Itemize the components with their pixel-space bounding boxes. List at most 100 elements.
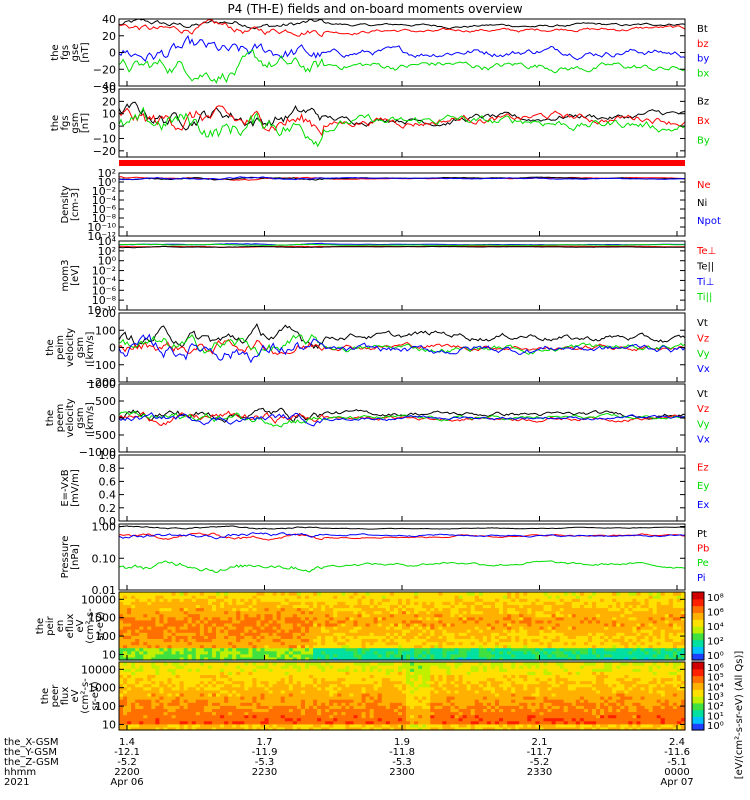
heatmap-cell [669,592,674,596]
y-tick-label: 0.6 [99,475,117,488]
heatmap-cell [471,592,476,596]
heatmap-cell [240,592,245,596]
y-axis-label: the peir en eflux eV (cm²-s-sr-eV) [35,608,106,644]
heatmap-cell [252,662,257,666]
heatmap-cell [386,592,391,596]
colorbar-tick-label: 10⁶ [707,608,724,619]
heatmap-cell [354,592,359,596]
heatmap-cell [632,592,637,596]
y-axis-label-line: [nT] [80,42,91,62]
heatmap-cell [200,662,205,666]
heatmap-cell [155,662,160,666]
heatmap-cell [248,592,253,596]
heatmap-cell [293,662,298,666]
legend-label-Pb: Pb [697,543,709,554]
heatmap-cell [572,592,577,596]
legend-label-Te||: Te|| [696,262,714,273]
legend-label-Pi: Pi [697,573,706,584]
heatmap-cell [265,592,270,596]
y-axis-label-line: [cm-3] [70,188,81,221]
heatmap-cell [358,662,363,666]
heatmap-cell [382,592,387,596]
heatmap-cell [358,592,363,596]
heatmap-cell [455,592,460,596]
heatmap-cell [192,662,197,666]
heatmap-cell [374,592,379,596]
y-tick-label: 0 [109,47,116,60]
heatmap-cell [236,662,241,666]
heatmap-cell [164,592,169,596]
heatmap-cell [212,592,217,596]
heatmap-cell [196,662,201,666]
heatmap-cell [527,592,532,596]
heatmap-cell [366,662,371,666]
heatmap-cell [317,662,322,666]
heatmap-cell [438,592,443,596]
heatmap-cell [164,662,169,666]
legend-label-Bx: Bx [697,116,710,127]
heatmap-cell [430,592,435,596]
heatmap-cell [479,592,484,596]
y-tick-label: 10000 [81,593,116,606]
legend-label-Te⊥: Te⊥ [696,246,716,257]
legend-label-Pt: Pt [697,529,707,540]
series-line-bx [119,50,685,83]
heatmap-cell [345,592,350,596]
heatmap-cell [434,592,439,596]
legend-label-Vy: Vy [697,349,710,360]
y-axis-label-line: [nT] [80,113,91,133]
heatmap-cell [277,662,282,666]
heatmap-cell [305,662,310,666]
heatmap-cell [374,662,379,666]
legend-label-Vy: Vy [697,419,710,430]
heatmap-cell [584,592,589,596]
series-line-by [119,36,685,61]
heatmap-cell [257,662,262,666]
legend-label-Ti||: Ti|| [696,292,712,303]
heatmap-cell [535,592,540,596]
heatmap-cell [624,592,629,596]
legend-label-bx: bx [697,69,709,80]
heatmap-cell [176,592,181,596]
panel-frame [119,455,685,521]
legend-label-Vt: Vt [697,318,708,329]
heatmap-cell [414,592,419,596]
heatmap-cell [188,592,193,596]
legend-label-Bz: Bz [697,97,709,108]
heatmap-cell [349,662,354,666]
heatmap-cell [515,592,520,596]
y-tick-label: 30 [102,83,116,96]
heatmap-cell [285,662,290,666]
heatmap-cell [151,662,156,666]
y-tick-label: 20 [102,95,116,108]
heatmap-cell [127,662,132,666]
heatmap-cell [451,592,456,596]
heatmap-cell [519,592,524,596]
heatmap-cell [649,592,654,596]
heatmap-cell [131,662,136,666]
heatmap-cell [390,662,395,666]
heatmap-cell [155,592,160,596]
heatmap-cell [273,662,278,666]
y-axis-label-line: [km/s] [85,331,96,363]
y-tick-label: 500 [95,395,116,408]
heatmap-cell [159,662,164,666]
heatmap-cell [620,592,625,596]
heatmap-cell [564,592,569,596]
heatmap-cell [139,592,144,596]
heatmap-cell [600,592,605,596]
heatmap-cell [204,662,209,666]
heatmap-cell [588,592,593,596]
panel-frame [119,241,685,310]
y-tick-label: 0.10 [92,552,117,565]
heatmap-cell [208,592,213,596]
heatmap-cell [406,592,411,596]
heatmap-cell [604,592,609,596]
heatmap-cell [180,662,185,666]
heatmap-cell [228,592,233,596]
heatmap-cell [192,592,197,596]
